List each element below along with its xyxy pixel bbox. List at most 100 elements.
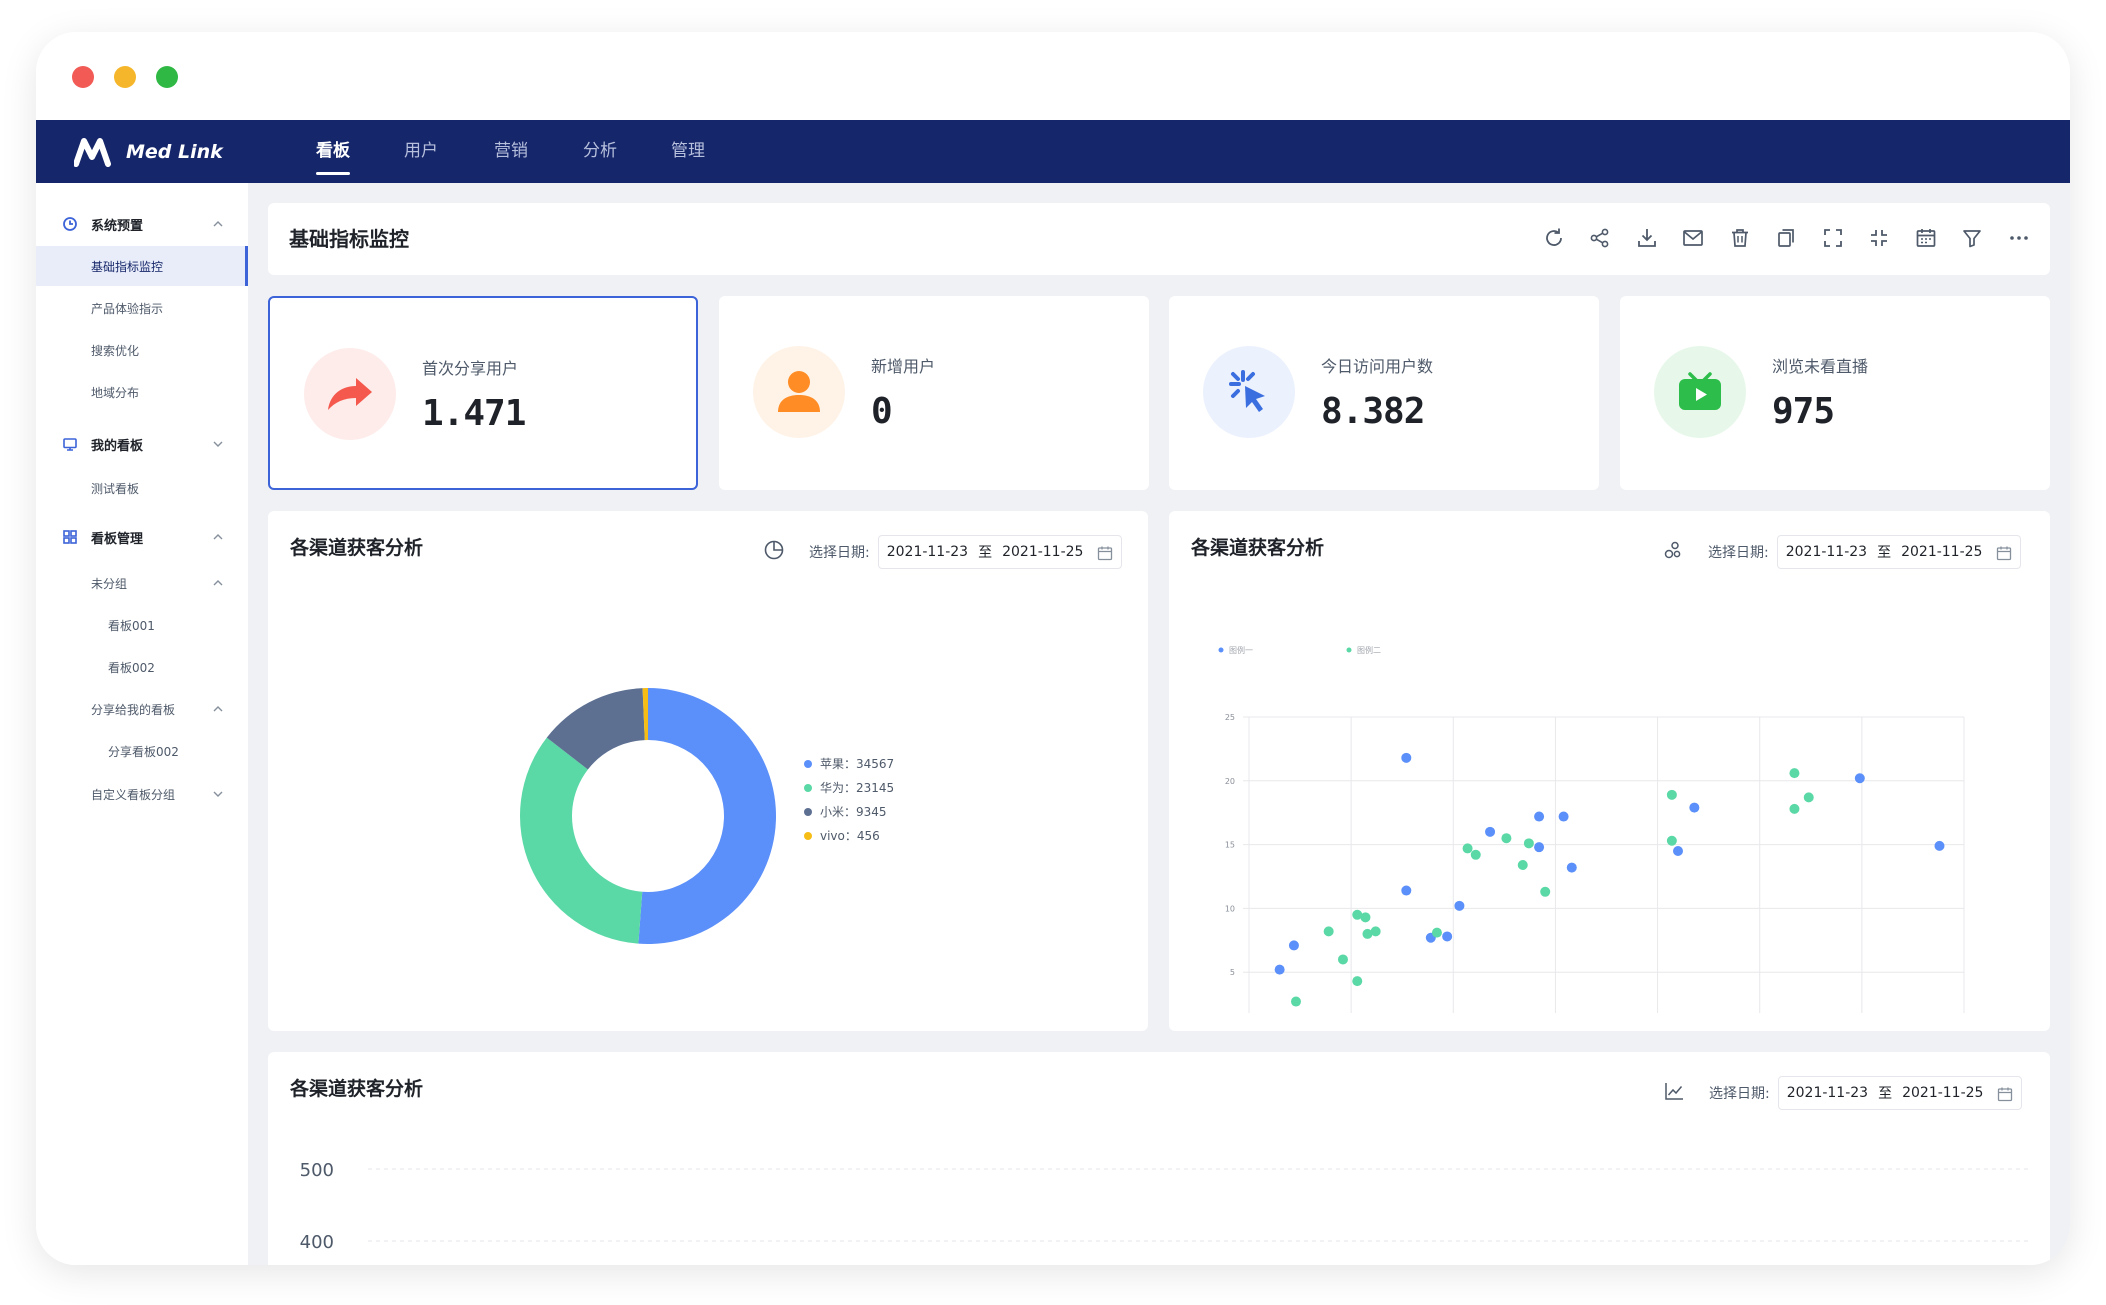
share-arrow-icon bbox=[328, 378, 372, 410]
kpi-value: 0 bbox=[871, 391, 893, 432]
sidebar-item-label: 看板001 bbox=[108, 618, 155, 633]
kpi-icon-circle bbox=[1654, 346, 1746, 438]
sidebar-item-custom-group[interactable]: 自定义看板分组 bbox=[36, 774, 248, 814]
kpi-card-live-not-watched[interactable]: 浏览未看直播 975 bbox=[1620, 296, 2050, 490]
fullscreen-icon[interactable] bbox=[1821, 226, 1845, 250]
sidebar-item-dashboard-001[interactable]: 看板001 bbox=[36, 605, 248, 645]
more-icon[interactable] bbox=[2007, 226, 2031, 250]
brand-logo[interactable]: Med Link bbox=[74, 134, 223, 170]
tv-play-icon bbox=[1679, 372, 1721, 410]
date-end: 2021-11-25 bbox=[1901, 544, 1983, 560]
donut-slice-小米 bbox=[546, 688, 645, 770]
sidebar-item-ungrouped[interactable]: 未分组 bbox=[36, 563, 248, 603]
sidebar-item-shared-dashboard-002[interactable]: 分享看板002 bbox=[36, 731, 248, 771]
scatter-point bbox=[1534, 811, 1545, 822]
scatter-point bbox=[1666, 835, 1677, 846]
brand-name: Med Link bbox=[126, 141, 223, 163]
channel-donut-panel: 各渠道获客分析 选择日期: 2021-11-23 至 2021-11-25 苹果… bbox=[268, 511, 1148, 1031]
chevron-up-icon bbox=[213, 706, 223, 712]
sidebar-item-region[interactable]: 地域分布 bbox=[36, 372, 248, 412]
date-range-input[interactable]: 2021-11-23 至 2021-11-25 bbox=[1777, 1076, 2022, 1110]
date-start: 2021-11-23 bbox=[1786, 1085, 1869, 1101]
chevron-down-icon bbox=[213, 441, 223, 447]
date-separator: 至 bbox=[978, 545, 993, 561]
page-title: 基础指标监控 bbox=[289, 227, 409, 251]
scatter-point bbox=[1401, 752, 1412, 763]
scatter-point bbox=[1370, 926, 1381, 937]
refresh-icon[interactable] bbox=[1542, 226, 1566, 250]
nav-tab-analysis[interactable]: 分析 bbox=[583, 141, 617, 161]
pie-chart-icon[interactable] bbox=[763, 539, 785, 561]
sidebar-item-dashboard-002[interactable]: 看板002 bbox=[36, 647, 248, 687]
app-window: Med Link 看板 用户 营销 分析 管理 系统预置 基础指标监控 产品体验… bbox=[36, 32, 2070, 1265]
scatter-chart: 05101520252530354045505560图例一图例二 bbox=[1218, 645, 1965, 1013]
date-start: 2021-11-23 bbox=[1785, 544, 1868, 560]
panel-title: 各渠道获客分析 bbox=[290, 1078, 424, 1100]
date-separator: 至 bbox=[1877, 545, 1892, 561]
sidebar-group-dashboard-management[interactable]: 看板管理 bbox=[36, 517, 248, 557]
kpi-card-first-share-users[interactable]: 首次分享用户 1.471 bbox=[268, 296, 698, 490]
download-icon[interactable] bbox=[1635, 226, 1659, 250]
exit-fullscreen-icon[interactable] bbox=[1867, 226, 1891, 250]
scatter-point bbox=[1501, 833, 1512, 844]
copy-icon[interactable] bbox=[1774, 226, 1798, 250]
legend-marker bbox=[1346, 647, 1352, 653]
sidebar-item-search-optimization[interactable]: 搜索优化 bbox=[36, 330, 248, 370]
date-end: 2021-11-25 bbox=[1002, 544, 1084, 560]
legend-label: 华为：23145 bbox=[820, 781, 894, 795]
date-separator: 至 bbox=[1878, 1086, 1893, 1102]
kpi-icon-circle bbox=[753, 346, 845, 438]
calendar-icon[interactable] bbox=[1914, 226, 1938, 250]
scatter-point bbox=[1362, 928, 1373, 939]
panel-title: 各渠道获客分析 bbox=[1191, 537, 1325, 559]
nav-tab-label: 看板 bbox=[316, 141, 350, 161]
kpi-card-new-users[interactable]: 新增用户 0 bbox=[719, 296, 1149, 490]
scatter-point bbox=[1401, 885, 1412, 896]
sidebar-item-test-dashboard[interactable]: 测试看板 bbox=[36, 468, 248, 508]
minimize-window-button[interactable] bbox=[114, 66, 136, 88]
nav-tab-marketing[interactable]: 营销 bbox=[494, 141, 528, 161]
sidebar-group-my-dashboards[interactable]: 我的看板 bbox=[36, 424, 248, 464]
date-range-picker: 选择日期: 2021-11-23 至 2021-11-25 bbox=[1708, 535, 2021, 569]
y-tick-label: 500 bbox=[300, 1160, 334, 1181]
kpi-card-today-visitors[interactable]: 今日访问用户数 8.382 bbox=[1169, 296, 1599, 490]
scatter-point bbox=[1689, 802, 1700, 813]
sidebar-item-product-experience[interactable]: 产品体验指示 bbox=[36, 288, 248, 328]
sidebar-group-system-preset[interactable]: 系统预置 bbox=[36, 204, 248, 244]
line-chart-icon[interactable] bbox=[1663, 1080, 1685, 1102]
sidebar-item-label: 未分组 bbox=[91, 576, 128, 591]
chevron-up-icon bbox=[213, 221, 223, 227]
filter-icon[interactable] bbox=[1960, 226, 1984, 250]
scatter-point bbox=[1337, 954, 1348, 965]
nav-tab-users[interactable]: 用户 bbox=[404, 141, 438, 161]
legend-marker bbox=[804, 808, 812, 816]
scatter-point bbox=[1274, 964, 1285, 975]
donut-chart: 苹果：34567 华为：23145 小米：9345 vivo：456 bbox=[520, 688, 894, 944]
calendar-icon bbox=[1996, 546, 2011, 561]
nav-tab-management[interactable]: 管理 bbox=[671, 141, 705, 161]
trash-icon[interactable] bbox=[1728, 226, 1752, 250]
scatter-point bbox=[1485, 826, 1496, 837]
panel-title: 各渠道获客分析 bbox=[290, 537, 424, 559]
share-icon[interactable] bbox=[1588, 226, 1612, 250]
nav-tab-dashboard[interactable]: 看板 bbox=[316, 120, 350, 183]
sidebar-item-basic-metrics[interactable]: 基础指标监控 bbox=[36, 246, 248, 286]
sidebar-item-label: 产品体验指示 bbox=[91, 301, 164, 316]
scatter-chart-icon[interactable] bbox=[1662, 539, 1684, 561]
y-tick-label: 25 bbox=[1225, 713, 1235, 722]
date-range-input[interactable]: 2021-11-23 至 2021-11-25 bbox=[1776, 535, 2021, 569]
maximize-window-button[interactable] bbox=[156, 66, 178, 88]
mail-icon[interactable] bbox=[1681, 226, 1705, 250]
scatter-point bbox=[1360, 912, 1371, 923]
sidebar-group-label: 看板管理 bbox=[91, 531, 144, 547]
sidebar-item-shared-with-me[interactable]: 分享给我的看板 bbox=[36, 689, 248, 729]
scatter-point bbox=[1462, 843, 1473, 854]
donut-slice-华为 bbox=[520, 737, 643, 944]
date-range-input[interactable]: 2021-11-23 至 2021-11-25 bbox=[877, 535, 1122, 569]
kpi-value: 1.471 bbox=[422, 393, 526, 434]
chevron-up-icon bbox=[213, 580, 223, 586]
main-content: 基础指标监控 首次分享用户 1.471 bbox=[248, 183, 2070, 1265]
page-header: 基础指标监控 bbox=[268, 203, 2050, 275]
calendar-icon bbox=[1997, 1087, 2012, 1102]
close-window-button[interactable] bbox=[72, 66, 94, 88]
